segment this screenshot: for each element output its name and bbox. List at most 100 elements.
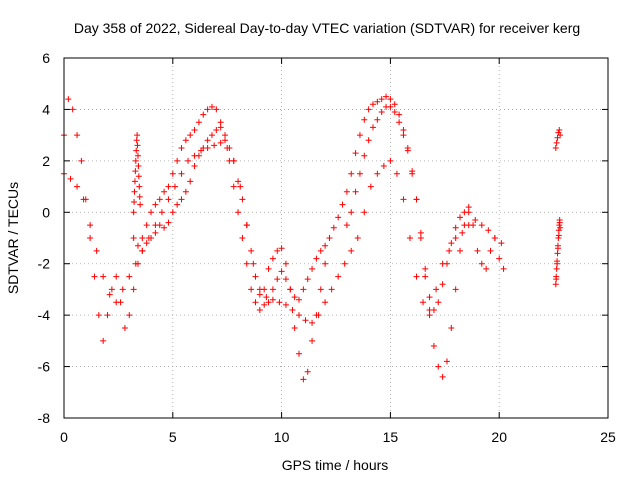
data-point	[130, 286, 137, 293]
data-point	[400, 132, 407, 139]
data-point	[178, 145, 185, 151]
data-point	[261, 301, 268, 308]
data-point	[137, 201, 144, 208]
data-point	[200, 145, 207, 151]
data-point	[435, 299, 442, 306]
data-point	[204, 137, 211, 144]
data-point	[134, 142, 141, 149]
data-point	[557, 224, 564, 231]
x-axis-label: GPS time / hours	[282, 457, 389, 473]
data-point	[400, 127, 407, 133]
data-point	[378, 96, 385, 103]
data-point	[435, 363, 442, 370]
data-point	[132, 168, 139, 175]
data-point	[276, 299, 283, 306]
data-point	[557, 132, 564, 139]
x-tick-label: 25	[600, 429, 616, 445]
data-point	[143, 240, 150, 247]
data-point	[317, 286, 324, 293]
data-point	[136, 183, 143, 190]
data-point	[243, 260, 250, 267]
data-point	[348, 170, 355, 177]
data-point	[165, 183, 172, 190]
series-track-d	[343, 103, 507, 380]
data-point	[315, 312, 322, 319]
data-point	[439, 373, 446, 380]
data-point	[100, 337, 107, 344]
data-point	[443, 260, 450, 267]
data-point	[496, 255, 503, 262]
y-tick-label: -2	[38, 256, 51, 272]
data-point	[356, 132, 363, 139]
data-point	[335, 273, 342, 280]
data-point	[487, 247, 494, 254]
data-point	[250, 260, 257, 267]
data-point	[554, 250, 561, 257]
data-point	[470, 222, 477, 229]
data-point	[304, 276, 311, 283]
data-point	[417, 229, 424, 236]
data-point	[343, 222, 350, 229]
data-point	[156, 196, 163, 203]
data-point	[380, 163, 387, 169]
data-point	[554, 245, 561, 252]
data-point	[256, 307, 263, 313]
data-point	[182, 137, 189, 144]
data-point	[191, 163, 198, 169]
grid-lines	[64, 58, 608, 418]
data-point	[300, 286, 307, 293]
data-point	[553, 265, 560, 272]
data-point	[208, 103, 215, 110]
data-point	[552, 281, 559, 288]
data-point	[367, 183, 374, 190]
data-point	[304, 368, 311, 375]
data-point	[169, 170, 176, 177]
data-point	[465, 209, 472, 216]
data-point	[413, 196, 420, 203]
data-point	[217, 124, 224, 131]
data-point	[182, 188, 189, 195]
data-point	[413, 273, 420, 280]
data-point	[330, 224, 337, 231]
data-point	[369, 124, 376, 131]
data-point	[226, 145, 233, 151]
data-point	[553, 276, 560, 283]
x-tick-labels: 0 5 10 15 20 25	[60, 429, 616, 445]
y-tick-label: -6	[38, 359, 51, 375]
data-point	[113, 299, 120, 306]
data-point	[178, 196, 185, 203]
data-point	[465, 204, 472, 211]
data-point	[459, 229, 466, 236]
data-point	[200, 111, 207, 118]
data-point	[555, 227, 562, 234]
series-track-e	[130, 132, 144, 216]
data-point	[498, 240, 505, 247]
data-point	[291, 325, 298, 331]
data-point	[361, 116, 368, 123]
data-point	[80, 196, 87, 203]
data-point	[374, 170, 381, 177]
data-point	[78, 157, 85, 164]
data-point	[187, 178, 194, 185]
data-point	[152, 201, 159, 208]
y-tick-labels: -8 -6 -4 -2 0 2 4 6	[38, 50, 51, 426]
data-point	[491, 235, 498, 241]
data-point	[139, 235, 146, 241]
data-point	[452, 286, 459, 293]
data-point	[158, 209, 165, 216]
data-point	[322, 242, 329, 249]
data-point	[417, 235, 424, 241]
x-tick-label: 0	[60, 429, 68, 445]
data-point	[309, 319, 316, 326]
data-point	[119, 286, 126, 293]
data-point	[131, 188, 138, 195]
data-point	[387, 157, 394, 164]
data-point	[478, 222, 485, 229]
data-points	[61, 93, 564, 383]
data-point	[554, 134, 561, 141]
data-point	[452, 235, 459, 241]
data-point	[361, 209, 368, 216]
data-point	[472, 217, 479, 223]
data-point	[352, 188, 359, 195]
series-track-b	[61, 139, 505, 326]
